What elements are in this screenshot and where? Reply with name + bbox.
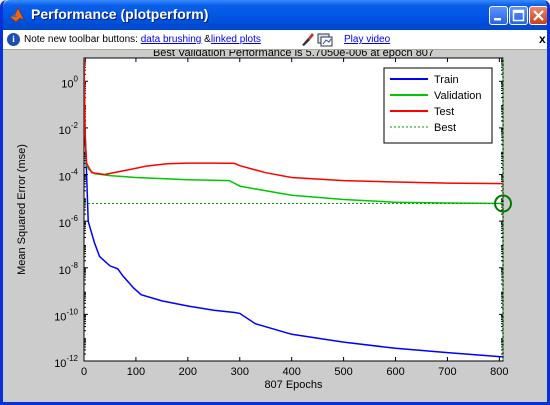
close-icon bbox=[533, 10, 544, 21]
play-video-link[interactable]: Play video bbox=[344, 34, 391, 45]
x-tick-label: 300 bbox=[231, 366, 249, 378]
y-tick-label: 10-8 bbox=[59, 261, 79, 277]
info-bar: i Note new toolbar buttons: data brushin… bbox=[3, 30, 547, 50]
x-tick-label: 800 bbox=[490, 366, 508, 378]
info-text: Note new toolbar buttons: data brushing … bbox=[24, 34, 261, 45]
chart-title: Best Validation Performance is 5.7050e-0… bbox=[153, 50, 434, 59]
x-tick-label: 100 bbox=[127, 366, 145, 378]
minimize-icon bbox=[494, 18, 501, 21]
legend-label-test: Test bbox=[434, 106, 454, 118]
data-brushing-icon[interactable] bbox=[299, 32, 315, 47]
series-line-validation bbox=[84, 58, 503, 205]
title-bar[interactable]: Performance (plotperform) bbox=[3, 0, 547, 30]
y-tick-label: 10-12 bbox=[54, 354, 78, 370]
matlab-logo-icon bbox=[9, 7, 25, 23]
legend-label-validation: Validation bbox=[434, 90, 482, 102]
linked-plots-icon[interactable] bbox=[317, 32, 333, 47]
info-close-icon[interactable]: x bbox=[539, 32, 546, 46]
x-tick-label: 0 bbox=[81, 366, 87, 378]
data-brushing-link[interactable]: data brushing bbox=[140, 34, 202, 45]
y-tick-label: 100 bbox=[61, 74, 78, 90]
performance-chart: Best Validation Performance is 5.7050e-0… bbox=[3, 50, 547, 402]
x-tick-label: 600 bbox=[386, 366, 404, 378]
y-tick-label: 10-6 bbox=[59, 214, 79, 230]
y-axis-label: Mean Squared Error (mse) bbox=[16, 144, 28, 275]
x-tick-label: 200 bbox=[179, 366, 197, 378]
ampersand: & bbox=[204, 34, 211, 45]
window-title: Performance (plotperform) bbox=[31, 6, 209, 22]
x-tick-label: 700 bbox=[438, 366, 456, 378]
best-point-marker bbox=[494, 194, 512, 213]
series-group bbox=[84, 58, 503, 358]
maximize-button[interactable] bbox=[509, 6, 528, 25]
series-line-test bbox=[84, 58, 503, 185]
y-tick-label: 10-10 bbox=[54, 307, 78, 323]
info-note: Note new toolbar buttons: bbox=[24, 34, 138, 45]
info-icon: i bbox=[7, 33, 20, 46]
legend-label-train: Train bbox=[434, 74, 459, 86]
x-axis-label: 807 Epochs bbox=[264, 379, 323, 391]
maximize-icon bbox=[512, 9, 525, 22]
y-tick-label: 10-4 bbox=[59, 168, 79, 184]
legend-box bbox=[383, 67, 493, 144]
linked-plots-link[interactable]: linked plots bbox=[210, 34, 261, 45]
x-tick-label: 500 bbox=[334, 366, 352, 378]
x-tick-label: 400 bbox=[283, 366, 301, 378]
legend-label-best: Best bbox=[434, 122, 456, 134]
series-line-train bbox=[84, 58, 503, 358]
close-button[interactable] bbox=[529, 6, 547, 25]
minimize-button[interactable] bbox=[489, 6, 508, 25]
y-tick-label: 10-2 bbox=[59, 121, 79, 137]
